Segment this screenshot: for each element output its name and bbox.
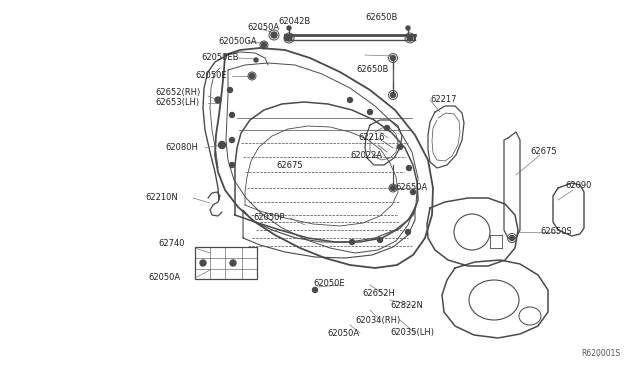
Text: 62050EB: 62050EB: [201, 54, 239, 62]
Text: 62650B: 62650B: [356, 65, 388, 74]
Text: 62217: 62217: [430, 96, 456, 105]
Circle shape: [367, 109, 372, 115]
Circle shape: [230, 138, 234, 142]
Circle shape: [254, 58, 258, 62]
Text: 62050A: 62050A: [247, 23, 279, 32]
Circle shape: [390, 55, 396, 61]
Circle shape: [397, 144, 403, 150]
Circle shape: [227, 87, 232, 93]
Circle shape: [378, 237, 383, 243]
Circle shape: [385, 125, 390, 131]
Circle shape: [410, 189, 415, 195]
Circle shape: [509, 235, 515, 241]
Circle shape: [312, 288, 317, 292]
Circle shape: [407, 35, 413, 41]
Text: 62652H: 62652H: [362, 289, 395, 298]
Text: 62652(RH): 62652(RH): [155, 87, 200, 96]
Text: 62080H: 62080H: [165, 144, 198, 153]
Text: 62035(LH): 62035(LH): [390, 328, 434, 337]
Text: 62650A: 62650A: [395, 183, 428, 192]
Text: 62050GA: 62050GA: [218, 38, 257, 46]
Text: 62653(LH): 62653(LH): [155, 99, 199, 108]
Text: 62675: 62675: [276, 160, 303, 170]
Circle shape: [271, 32, 277, 38]
Text: 62210N: 62210N: [145, 193, 178, 202]
Text: 62740: 62740: [158, 238, 184, 247]
Text: 62675: 62675: [530, 148, 557, 157]
Text: 62650B: 62650B: [365, 13, 397, 22]
Circle shape: [348, 97, 353, 103]
Text: R620001S: R620001S: [581, 349, 620, 358]
Circle shape: [390, 186, 396, 190]
Text: 62090: 62090: [565, 180, 591, 189]
Circle shape: [250, 74, 255, 78]
Circle shape: [390, 93, 396, 97]
Text: 62034(RH): 62034(RH): [355, 315, 400, 324]
Circle shape: [230, 112, 234, 118]
Text: 62042B: 62042B: [278, 17, 310, 26]
Circle shape: [349, 240, 355, 244]
Text: 62650S: 62650S: [540, 228, 572, 237]
Text: 62050E: 62050E: [195, 71, 227, 80]
Text: 62050A: 62050A: [327, 328, 359, 337]
Bar: [195, 247, 257, 279]
Text: 62050A: 62050A: [148, 273, 180, 282]
Circle shape: [230, 260, 236, 266]
Text: 62822N: 62822N: [390, 301, 423, 311]
Circle shape: [406, 26, 410, 30]
Text: 62050E: 62050E: [313, 279, 344, 289]
Circle shape: [406, 230, 410, 234]
Circle shape: [287, 26, 291, 30]
Circle shape: [262, 42, 266, 48]
Circle shape: [218, 141, 225, 148]
Text: 62050P: 62050P: [253, 214, 285, 222]
Text: 62022A: 62022A: [350, 151, 382, 160]
Text: 62216: 62216: [358, 134, 385, 142]
Circle shape: [406, 166, 412, 170]
Circle shape: [230, 163, 234, 167]
Circle shape: [286, 35, 292, 41]
Circle shape: [200, 260, 206, 266]
Circle shape: [215, 97, 221, 103]
